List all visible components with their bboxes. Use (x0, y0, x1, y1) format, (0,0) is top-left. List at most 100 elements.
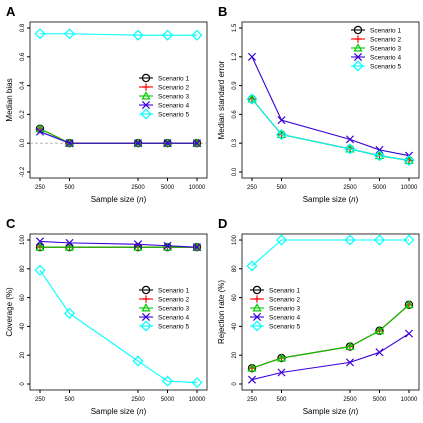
marker-diamond (373, 150, 386, 162)
marker-diamond (403, 154, 415, 167)
marker-diamond (132, 29, 144, 41)
marker-diamond (344, 234, 356, 246)
marker-x (163, 241, 172, 250)
legend-label: Scenario 5 (158, 323, 189, 330)
panel-letter: B (218, 4, 227, 19)
marker-x (35, 127, 45, 136)
legend-label: Scenario 1 (158, 75, 189, 82)
legend: Scenario 1 Scenario 2 Scenario 3 Scenario 4… (250, 285, 300, 332)
legend-label: Scenario 5 (269, 323, 300, 330)
marker-x (133, 240, 143, 249)
legend-label: Scenario 4 (158, 102, 189, 109)
series-scenario-3 (247, 94, 414, 164)
series-line (251, 304, 410, 369)
y-tick-label: -0.2 (20, 166, 26, 177)
legend-label: Scenario 5 (370, 63, 401, 70)
x-tick-label: 5000 (373, 397, 387, 403)
series-line (40, 33, 197, 36)
legend-item: Scenario 2 (250, 295, 300, 303)
y-axis-title: Coverage (%) (5, 287, 14, 337)
series-scenario-5 (246, 234, 415, 272)
y-tick-label: 0.0 (20, 138, 26, 147)
series-scenario-3 (35, 242, 202, 251)
x-tick-label: 10000 (189, 185, 206, 191)
x-tick-label: 5000 (373, 185, 387, 191)
marker-triangle (247, 94, 257, 103)
y-tick-label: 0.8 (20, 23, 26, 32)
x-tick-label: 10000 (401, 397, 418, 403)
marker-diamond (251, 320, 263, 332)
legend-label: Scenario 3 (158, 93, 189, 100)
marker-diamond (373, 234, 386, 246)
legend: Scenario 1 Scenario 2 Scenario 3 Scenario 4… (139, 73, 189, 120)
legend-label: Scenario 2 (158, 296, 189, 303)
marker-x (247, 52, 257, 61)
series-line (251, 333, 410, 381)
y-tick-label: 0.3 (232, 138, 238, 147)
panel-b: B 250 500 2500 5000 10000 0.0 0.3 0.6 0.9 1.2 1.5 Sa… (217, 4, 420, 204)
panel-letter: C (6, 216, 16, 231)
x-tick-label: 5000 (161, 185, 175, 191)
marker-circle (141, 285, 151, 295)
x-tick-label: 2500 (343, 397, 357, 403)
series-scenario-5 (34, 28, 203, 41)
marker-diamond (140, 108, 152, 120)
x-tick-label: 250 (35, 185, 46, 191)
legend-item: Scenario 1 (139, 73, 189, 82)
legend-label: Scenario 1 (269, 287, 300, 294)
x-tick-label: 2500 (131, 397, 145, 403)
marker-plus (142, 295, 150, 303)
y-tick-label: 60 (20, 294, 26, 301)
marker-triangle (35, 242, 45, 251)
marker-x (141, 312, 151, 322)
legend-item: Scenario 1 (250, 285, 300, 294)
series-scenario-5 (246, 93, 415, 167)
marker-diamond (63, 307, 76, 319)
y-axis-title: Rejection rate (%) (217, 280, 226, 344)
marker-diamond (275, 129, 288, 141)
series-scenario-4 (35, 127, 202, 148)
marker-diamond (191, 29, 203, 41)
marker-triangle (404, 299, 414, 309)
legend-item: Scenario 2 (139, 295, 189, 303)
panel-a: A 250 500 2500 5000 10000 -0.2 0.0 0.2 0.4 0.6 0.8 S… (5, 4, 208, 204)
x-axis-title: Sample size (n) (303, 407, 359, 416)
x-tick-label: 500 (64, 185, 75, 191)
y-tick-label: 0.6 (20, 52, 26, 61)
y-tick-label: 1.2 (232, 52, 238, 61)
marker-diamond (246, 260, 258, 272)
marker-x (345, 358, 355, 367)
x-tick-label: 2500 (343, 185, 357, 191)
marker-diamond (352, 60, 364, 72)
x-tick-label: 5000 (161, 397, 175, 403)
legend-item: Scenario 5 (250, 320, 300, 332)
marker-x (277, 368, 286, 377)
y-tick-label: 0.6 (232, 110, 238, 119)
legend-item: Scenario 3 (351, 43, 401, 52)
marker-diamond (191, 377, 203, 389)
legend-label: Scenario 1 (370, 27, 401, 34)
series-line (39, 269, 198, 384)
marker-triangle (141, 91, 151, 100)
legend-item: Scenario 3 (139, 303, 189, 312)
y-tick-label: 100 (20, 234, 26, 245)
y-tick-label: 60 (232, 294, 238, 301)
marker-x (192, 243, 202, 252)
marker-x (133, 139, 143, 148)
legend-label: Scenario 1 (158, 287, 189, 294)
x-tick-label: 250 (247, 397, 258, 403)
series-line (39, 131, 197, 144)
x-tick-label: 500 (276, 397, 287, 403)
legend-label: Scenario 4 (158, 314, 189, 321)
marker-x (141, 100, 151, 110)
marker-diamond (161, 29, 174, 41)
legend-label: Scenario 3 (370, 45, 401, 52)
marker-x (163, 139, 172, 148)
y-tick-label: 40 (20, 322, 26, 329)
y-tick-label: 100 (232, 234, 238, 245)
series-line (251, 98, 410, 162)
y-tick-label: 0.0 (232, 167, 238, 176)
marker-diamond (403, 234, 415, 246)
marker-x (353, 52, 363, 62)
panel-d: D 250 500 2500 5000 10000 0 20 40 60 80 100 Sample s… (217, 216, 420, 416)
